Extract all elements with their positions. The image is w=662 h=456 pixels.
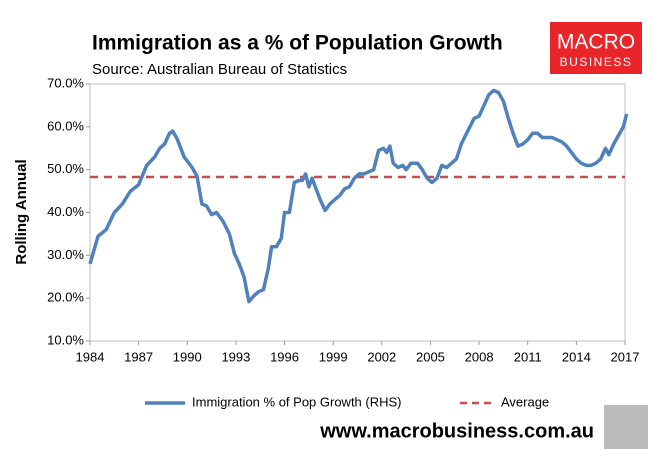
logo-icon bbox=[604, 405, 648, 449]
x-tick-label: 2002 bbox=[367, 349, 396, 364]
x-tick-label: 2011 bbox=[514, 349, 542, 364]
legend-label: Average bbox=[501, 394, 549, 409]
y-tick-label: 40.0% bbox=[47, 204, 84, 219]
y-tick-label: 60.0% bbox=[47, 118, 84, 133]
chart-subtitle: Source: Australian Bureau of Statistics bbox=[92, 61, 347, 78]
x-tick-label: 2005 bbox=[416, 349, 445, 364]
y-axis-label: Rolling Annual bbox=[13, 159, 30, 264]
y-tick-label: 70.0% bbox=[47, 75, 84, 90]
x-tick-label: 2017 bbox=[611, 349, 640, 364]
x-tick-label: 2008 bbox=[465, 349, 494, 364]
x-tick-label: 1984 bbox=[76, 349, 105, 364]
x-tick-label: 2014 bbox=[562, 349, 591, 364]
x-tick-label: 1990 bbox=[173, 349, 202, 364]
x-tick-label: 1993 bbox=[221, 349, 250, 364]
x-tick-label: 1987 bbox=[124, 349, 153, 364]
logo-box bbox=[550, 22, 642, 74]
chart-title: Immigration as a % of Population Growth bbox=[92, 32, 503, 55]
y-tick-label: 20.0% bbox=[47, 290, 84, 305]
y-tick-label: 30.0% bbox=[47, 247, 84, 262]
logo-text: MACRO bbox=[557, 31, 635, 54]
plot-area bbox=[89, 83, 626, 342]
y-tick-label: 10.0% bbox=[47, 332, 84, 347]
data-line bbox=[88, 88, 629, 304]
website: www.macrobusiness.com.au bbox=[319, 420, 594, 442]
x-tick-label: 1999 bbox=[319, 349, 348, 364]
legend-label: Immigration % of Pop Growth (RHS) bbox=[192, 394, 402, 409]
logo-text: BUSINESS bbox=[560, 55, 633, 69]
y-tick-label: 50.0% bbox=[47, 161, 84, 176]
x-tick-label: 1996 bbox=[270, 349, 299, 364]
